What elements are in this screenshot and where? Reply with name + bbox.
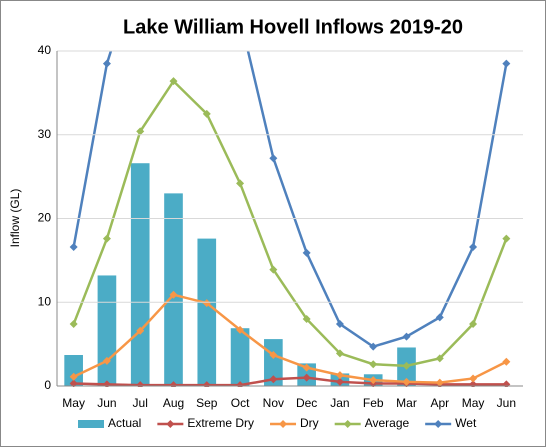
marker (69, 320, 78, 329)
legend-marker (279, 420, 288, 428)
plot-area (64, 51, 511, 387)
marker (502, 59, 511, 68)
bar (97, 275, 117, 386)
x-tick-label: Oct (231, 396, 250, 410)
marker (469, 320, 478, 329)
x-tick-label: May (62, 396, 85, 410)
x-tick-label: May (462, 396, 485, 410)
marker (102, 380, 111, 387)
marker (469, 380, 478, 387)
marker (269, 265, 278, 274)
marker (335, 349, 344, 358)
marker (469, 374, 478, 383)
marker (502, 357, 511, 366)
legend-label: Dry (300, 416, 319, 430)
y-axis-title: Inflow (GL) (8, 189, 22, 248)
x-tick-label: Aug (163, 396, 184, 410)
marker (335, 377, 344, 386)
marker (236, 325, 245, 334)
marker (202, 109, 211, 118)
line (72, 51, 508, 349)
marker (302, 363, 311, 372)
y-tick-label: 40 (38, 43, 52, 57)
x-tick-label: Sep (196, 396, 218, 410)
y-tick-label: 30 (38, 127, 52, 141)
marker (202, 299, 211, 308)
marker (402, 377, 411, 386)
x-tick-label: Nov (263, 396, 284, 410)
y-tick-label: 10 (38, 294, 52, 308)
x-tick-label: Jul (133, 396, 148, 410)
marker (169, 290, 178, 299)
legend-swatch (78, 420, 104, 428)
chart-title: Lake William Hovell Inflows 2019-20 (123, 16, 463, 38)
marker (102, 356, 111, 365)
marker (502, 234, 511, 243)
marker (269, 351, 278, 360)
legend-label: Actual (108, 416, 141, 430)
marker (435, 378, 444, 387)
marker (302, 315, 311, 323)
x-tick-label: Jun (497, 396, 516, 410)
marker (369, 360, 378, 369)
bar (64, 355, 83, 386)
bar (164, 193, 183, 386)
x-tick-label: Dec (296, 396, 317, 410)
marker (69, 242, 78, 251)
legend-marker (434, 420, 443, 428)
marker (402, 332, 411, 341)
y-tick-label: 20 (38, 211, 52, 225)
y-tick-label: 0 (44, 378, 51, 392)
marker (102, 234, 111, 243)
marker (269, 154, 278, 163)
marker (136, 127, 145, 136)
marker (136, 326, 145, 335)
marker (369, 376, 378, 385)
x-tick-label: Jan (330, 396, 349, 410)
marker (435, 313, 444, 322)
x-tick-label: Jun (97, 396, 116, 410)
marker (302, 373, 311, 382)
line (73, 293, 507, 384)
line (73, 376, 507, 387)
marker (335, 320, 344, 329)
marker (169, 77, 178, 86)
legend-label: Average (365, 416, 410, 430)
marker (502, 380, 511, 387)
marker (269, 375, 278, 384)
bar (197, 238, 217, 386)
x-tick-label: Apr (430, 396, 449, 410)
marker (402, 361, 411, 370)
legend-marker (166, 420, 175, 428)
marker (69, 379, 78, 387)
marker (435, 354, 444, 363)
marker (302, 248, 311, 257)
legend-label: Extreme Dry (187, 416, 254, 430)
marker (469, 242, 478, 251)
marker (102, 59, 111, 68)
bar (230, 328, 250, 386)
line (72, 79, 508, 368)
marker (369, 342, 378, 351)
x-tick-label: Mar (396, 396, 417, 410)
marker (335, 371, 344, 380)
marker (69, 372, 78, 381)
bar (130, 163, 150, 386)
x-tick-label: Feb (363, 396, 384, 410)
legend-marker (343, 420, 352, 428)
legend-label: Wet (455, 416, 477, 430)
marker (236, 179, 245, 188)
